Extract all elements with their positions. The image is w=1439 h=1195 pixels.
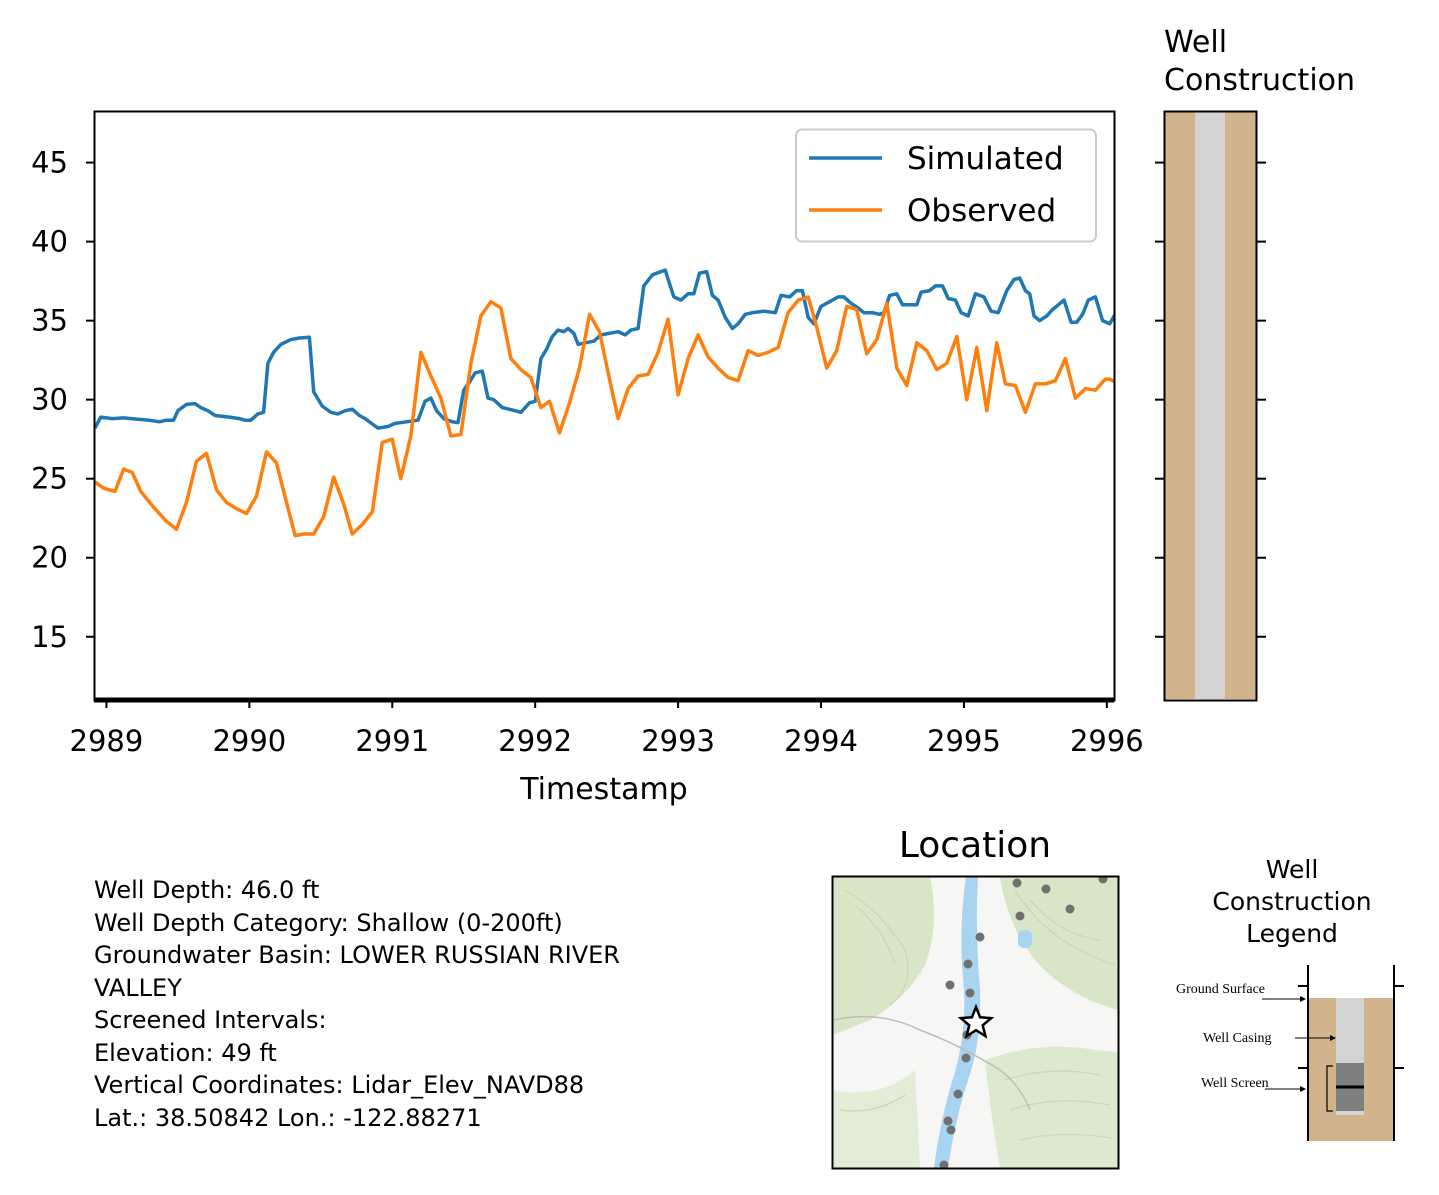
legend-well-screen-label: Well Screen [1201, 1076, 1269, 1091]
legend-ground-surface-label: Ground Surface [1176, 982, 1265, 997]
map-well-points [939, 877, 1108, 1168]
location-map-frame [831, 875, 1120, 1170]
map-contours [839, 889, 1116, 1141]
legend-well-diagram [1298, 965, 1404, 1141]
y-tick-label: 40 [31, 225, 68, 259]
x-axis-ticks: 2989 2990 2991 2992 2993 2994 2995 2996 [70, 700, 1144, 758]
series-layer [95, 268, 1114, 538]
well-construction-panel: Well Construction [1155, 25, 1355, 702]
arrow-right-icon [1330, 1035, 1336, 1041]
x-tick-label: 2992 [498, 724, 572, 758]
x-tick-label: 2994 [784, 724, 858, 758]
legend-diagram-title-line2: Construction [1212, 887, 1371, 916]
x-tick-label: 2989 [70, 724, 144, 758]
legend-screen-bracket [1326, 1065, 1333, 1112]
series-line-observed [95, 295, 1114, 538]
info-well-depth-category: Well Depth Category: Shallow (0-200ft) [94, 908, 563, 937]
map-river [934, 877, 981, 1168]
legend-well-casing-label: Well Casing [1203, 1031, 1271, 1046]
legend-diagram-title-line1: Well [1266, 855, 1319, 884]
well-casing-column [1195, 112, 1225, 699]
x-tick-label: 2995 [927, 724, 1001, 758]
well-construction-title-line1: Well [1164, 25, 1227, 60]
y-tick-label: 45 [31, 146, 68, 180]
well-construction-title-line2: Construction [1164, 63, 1355, 98]
legend-label-observed: Observed [907, 193, 1056, 229]
info-groundwater-basin: Groundwater Basin: LOWER RUSSIAN RIVER [94, 941, 620, 969]
x-tick-label: 2991 [355, 724, 429, 758]
info-elevation: Elevation: 49 ft [94, 1038, 277, 1067]
location-map-title: Location [899, 825, 1051, 866]
star-icon [957, 1003, 995, 1039]
well-panel-ticks [1155, 161, 1266, 638]
y-axis-ticks: 15 20 25 30 35 40 45 [31, 146, 94, 654]
map-vegetation-southwest [833, 1070, 920, 1168]
x-tick-label: 2996 [1070, 724, 1144, 758]
y-tick-label: 15 [31, 620, 68, 654]
well-info-block: Well Depth: 46.0 ft Well Depth Category:… [94, 874, 794, 1134]
map-lake [1018, 930, 1032, 948]
well-construction-frame [1163, 110, 1258, 702]
series-line-simulated [95, 268, 1114, 430]
legend-label-simulated: Simulated [907, 141, 1064, 177]
info-well-depth: Well Depth: 46.0 ft [94, 876, 320, 904]
map-vegetation-west [833, 877, 934, 1035]
location-map-panel: Location [831, 825, 1120, 1170]
legend-diagram-title-line3: Legend [1246, 919, 1338, 948]
info-vertical-coordinates: Vertical Coordinates: Lidar_Elev_NAVD88 [94, 1071, 585, 1099]
arrow-right-icon [1300, 996, 1306, 1002]
x-tick-label: 2993 [641, 724, 715, 758]
info-groundwater-basin-cont: VALLEY [94, 973, 182, 1002]
y-tick-label: 20 [31, 541, 68, 575]
arrow-right-icon [1300, 1086, 1306, 1092]
location-map [833, 877, 1118, 1168]
chart-legend: Simulated Observed [795, 128, 1097, 243]
info-lat-lon: Lat.: 38.50842 Lon.: -122.88271 [94, 1103, 482, 1132]
x-axis-label: Timestamp [519, 772, 687, 807]
well-legend-panel: Well Construction Legend Ground Surface … [1176, 855, 1404, 1141]
map-road [833, 1015, 1031, 1111]
y-tick-label: 35 [31, 304, 68, 338]
info-screened-intervals: Screened Intervals: [94, 1006, 327, 1034]
map-vegetation-southeast [985, 1046, 1118, 1168]
y-tick-label: 25 [31, 462, 68, 496]
x-tick-label: 2990 [212, 724, 286, 758]
y-tick-label: 30 [31, 383, 68, 417]
